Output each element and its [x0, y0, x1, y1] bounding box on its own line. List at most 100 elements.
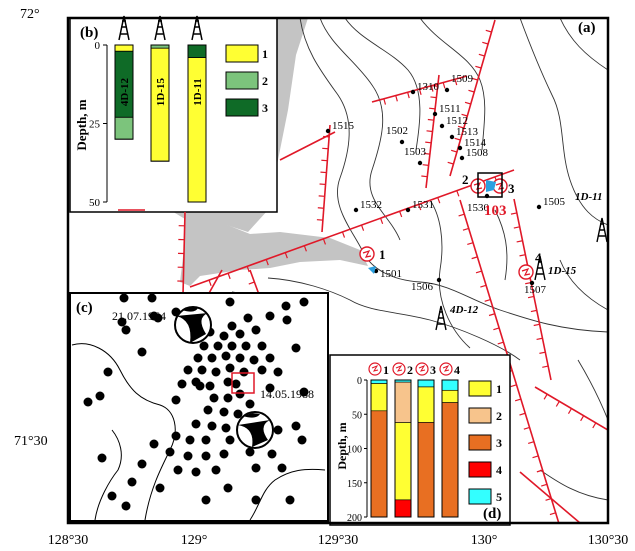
station-label: 1506 — [411, 281, 434, 293]
beachball-1964 — [174, 306, 212, 344]
fault-tick — [426, 130, 433, 133]
epicenter-dot — [207, 353, 217, 363]
site-number: 1 — [379, 247, 386, 262]
epicenter-dot — [235, 389, 245, 399]
site-icon-glyph — [442, 364, 450, 372]
epicenter-dot — [193, 353, 203, 363]
fault-tick — [427, 118, 434, 121]
fault-tick — [545, 497, 552, 501]
site-number: 4 — [535, 250, 542, 265]
fault-tick — [227, 273, 231, 280]
fault-tick — [407, 92, 410, 99]
fault-tick — [447, 161, 454, 165]
epicenter-dot — [257, 341, 267, 351]
fault-tick — [430, 85, 434, 92]
fault-tick — [265, 259, 269, 266]
epicenter-dot — [203, 405, 213, 415]
epicenter-dot — [107, 491, 117, 501]
epicenter-dot — [173, 465, 183, 475]
station-label: 1509 — [451, 73, 474, 85]
study-area-box — [231, 372, 255, 394]
legend-key: 3 — [496, 436, 502, 450]
epicenter-dot — [191, 467, 201, 477]
inset-d-bar-segment — [417, 379, 435, 388]
oil-rig-icon — [118, 15, 130, 41]
inset-d-ticks: 0 50 100 150 200 — [347, 376, 367, 524]
fault-tick — [462, 227, 469, 231]
legend-key: 1 — [262, 47, 268, 61]
lon-label: 130° — [471, 533, 498, 548]
station-dot — [436, 277, 442, 283]
fault-tick — [533, 323, 540, 327]
station-label: 1503 — [404, 146, 427, 158]
fault-tick — [484, 298, 491, 302]
inset-d-axis-label: Depth, m — [335, 422, 349, 469]
earthquake-site-glyph — [521, 267, 531, 276]
epicenter-dot — [245, 447, 255, 457]
epicenter-dot — [277, 463, 287, 473]
lat-label: 72° — [20, 7, 40, 22]
station-label: 1513 — [456, 126, 479, 138]
fault-tick — [580, 415, 585, 422]
inset-b-axis-label: Depth, m — [74, 99, 89, 150]
lat-label: 71°30 — [14, 434, 48, 449]
inset-d-site-icons: 1 2 3 4 — [368, 362, 460, 377]
fault-tick — [493, 327, 500, 331]
site-icon-glyph — [418, 364, 426, 372]
epicenter-dot — [281, 301, 291, 311]
map-frame — [66, 16, 610, 525]
epicenter-dot — [121, 501, 131, 511]
epicenter-dot — [137, 347, 147, 357]
event-1988-label: 14.05.1988 — [260, 387, 314, 401]
inset-d-bar-segment — [394, 422, 412, 501]
site-code-label: 103 — [484, 203, 507, 219]
inset-b-bar-outline — [187, 44, 207, 203]
oil-rig-icon — [435, 305, 447, 331]
fault-tick — [536, 469, 543, 473]
epicenter-dot — [239, 367, 249, 377]
fault-tick — [246, 266, 250, 273]
blue-patch — [486, 180, 496, 192]
epicenter-dot — [267, 449, 277, 459]
inset-d-label: (d) — [483, 506, 501, 522]
fault-tick — [360, 224, 365, 231]
inset-d-bar-segment — [394, 381, 412, 423]
station-dot — [449, 134, 455, 140]
inset-d-bar-segment — [394, 499, 412, 518]
fault-tick — [421, 175, 428, 178]
epicenter-dot — [171, 431, 181, 441]
inset-b-tick-label: 50 — [89, 197, 101, 209]
legend-key: 5 — [496, 490, 502, 504]
station-label: 1514 — [464, 137, 487, 149]
station-label: 1501 — [380, 268, 402, 280]
coordinate-labels: 72° 71°30 128°30 129° 129°30 130° 130°30 — [14, 7, 628, 548]
fault-tick — [437, 197, 441, 204]
lon-label: 128°30 — [48, 533, 89, 548]
inset-d-bar-segment — [370, 379, 388, 384]
epicenter-dot — [299, 297, 309, 307]
station-label: 1502 — [386, 125, 408, 137]
map-panel-label: (a) — [578, 20, 596, 36]
station-dot — [325, 128, 331, 134]
legend-swatch — [225, 44, 259, 63]
fault-tick — [442, 82, 446, 89]
fault-tick — [399, 211, 403, 218]
fault-tick — [418, 204, 422, 211]
fault-tick — [543, 393, 548, 400]
epicenter-dot — [97, 453, 107, 463]
epicenter-dot — [103, 367, 113, 377]
site-number: 2 — [462, 172, 469, 187]
epicenter-dot — [165, 447, 175, 457]
inset-b-label: (b) — [80, 25, 98, 41]
station-label: 1530 — [467, 202, 490, 214]
inset-b-tick-label: 0 — [95, 40, 101, 52]
fault-tick — [519, 254, 526, 257]
epicenter-dot — [245, 399, 255, 409]
epicenter-dot — [265, 311, 275, 321]
station-label: 1515 — [332, 120, 355, 132]
epicenter-dot — [185, 435, 195, 445]
legend-swatch — [468, 380, 492, 397]
epicenter-dot — [199, 341, 209, 351]
fault-tick — [542, 365, 549, 368]
